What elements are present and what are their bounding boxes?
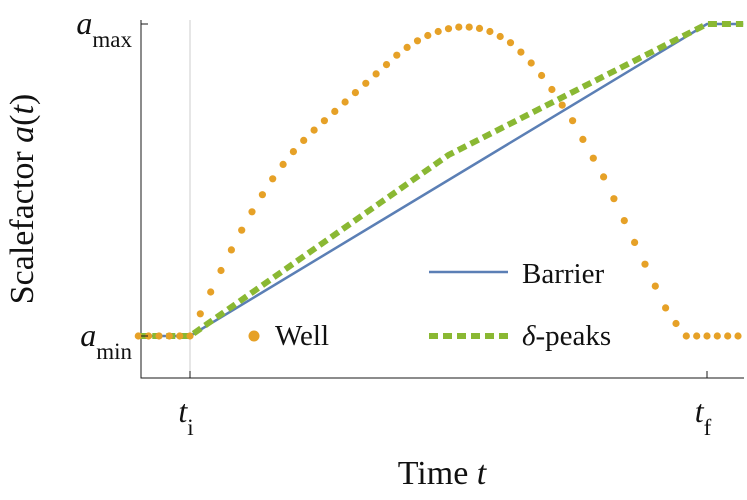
well-point	[341, 98, 349, 106]
y-axis-label-function: a	[4, 126, 41, 143]
well-point	[434, 27, 442, 36]
x-tick-label-f: tf	[695, 393, 712, 440]
well-point	[300, 136, 308, 144]
well-point	[569, 117, 577, 125]
y-tick-label-max: amax	[76, 5, 132, 52]
y-tick-label-min-base: a	[80, 317, 96, 353]
y-tick-label-min: amin	[80, 317, 132, 364]
well-point	[527, 59, 535, 67]
well-point	[413, 37, 422, 45]
well-point	[331, 107, 339, 115]
well-point	[579, 135, 587, 143]
x-axis-label-variable: t	[477, 455, 488, 492]
well-point	[145, 332, 153, 340]
x-tick-label-i-subscript: i	[187, 415, 193, 440]
well-point	[155, 332, 163, 340]
legend-label-delta-text: -peaks	[535, 320, 611, 352]
well-point	[269, 175, 277, 183]
well-point	[227, 246, 235, 254]
well-point	[372, 70, 380, 78]
well-point	[176, 332, 184, 340]
x-axis-label: Time t	[398, 455, 488, 492]
well-point	[703, 332, 711, 340]
legend-label-barrier: Barrier	[522, 258, 604, 290]
well-point	[620, 217, 628, 225]
y-tick-label-min-subscript: min	[96, 339, 132, 364]
legend-swatch-well	[248, 330, 260, 342]
well-point	[600, 173, 608, 181]
well-point	[455, 23, 463, 31]
well-point	[258, 191, 266, 199]
plot-frame	[140, 20, 744, 379]
y-axis-label-paren-close: )	[4, 94, 41, 105]
well-point	[310, 126, 318, 134]
y-axis-label: Scalefactor a(t)	[4, 94, 41, 305]
well-point	[196, 310, 204, 318]
well-point	[506, 39, 515, 47]
well-point	[403, 43, 411, 52]
well-point	[610, 195, 618, 203]
series-line-barrier	[138, 22, 744, 338]
well-point	[165, 332, 173, 340]
series-layer	[134, 21, 744, 340]
well-point	[362, 79, 370, 87]
well-point	[486, 27, 494, 36]
x-tick-label-f-subscript: f	[704, 415, 712, 440]
well-point	[351, 89, 359, 97]
well-point	[538, 71, 546, 80]
well-point	[238, 226, 246, 234]
well-point	[248, 208, 256, 216]
well-point	[631, 238, 639, 246]
y-tick-label-max-subscript: max	[92, 27, 132, 52]
well-point	[424, 31, 432, 40]
well-point	[672, 319, 680, 328]
x-tick-label-i-base: t	[178, 393, 188, 429]
well-point	[320, 117, 328, 125]
well-point	[475, 24, 484, 32]
well-point	[393, 51, 401, 59]
well-point	[465, 23, 473, 31]
well-point	[517, 48, 525, 56]
legend-label-well: Well	[275, 320, 329, 352]
well-point	[724, 332, 732, 340]
well-point	[662, 304, 670, 312]
well-point	[444, 25, 453, 33]
well-point	[734, 332, 742, 340]
well-point	[279, 160, 287, 168]
well-point	[548, 85, 556, 94]
legend: Barrier δ-peaks Well	[248, 258, 611, 352]
plot-area	[134, 20, 744, 379]
y-axis-label-variable: t	[4, 104, 41, 115]
x-tick-label-i: ti	[178, 393, 193, 440]
well-point	[558, 101, 566, 109]
well-point	[651, 282, 659, 290]
well-point	[589, 154, 597, 162]
well-point	[496, 32, 504, 41]
y-axis-label-word: Scalefactor	[4, 143, 41, 304]
well-point	[134, 332, 142, 340]
legend-label-peaks: δ-peaks	[522, 320, 611, 352]
well-point	[713, 332, 721, 340]
well-point	[217, 266, 225, 275]
y-axis-label-paren-open: (	[4, 115, 41, 126]
well-point	[186, 332, 194, 340]
y-tick-label-max-base: a	[76, 5, 92, 41]
well-point	[207, 288, 215, 296]
well-point	[641, 260, 649, 268]
well-point	[682, 332, 690, 340]
legend-label-delta-symbol: δ	[522, 320, 536, 352]
series-points-well	[134, 23, 742, 340]
x-tick-label-f-base: t	[695, 393, 705, 429]
well-point	[382, 61, 391, 69]
well-point	[289, 148, 297, 156]
well-point	[693, 332, 701, 340]
series-line-delta-peaks	[138, 21, 744, 339]
x-axis-label-word: Time	[398, 455, 477, 492]
